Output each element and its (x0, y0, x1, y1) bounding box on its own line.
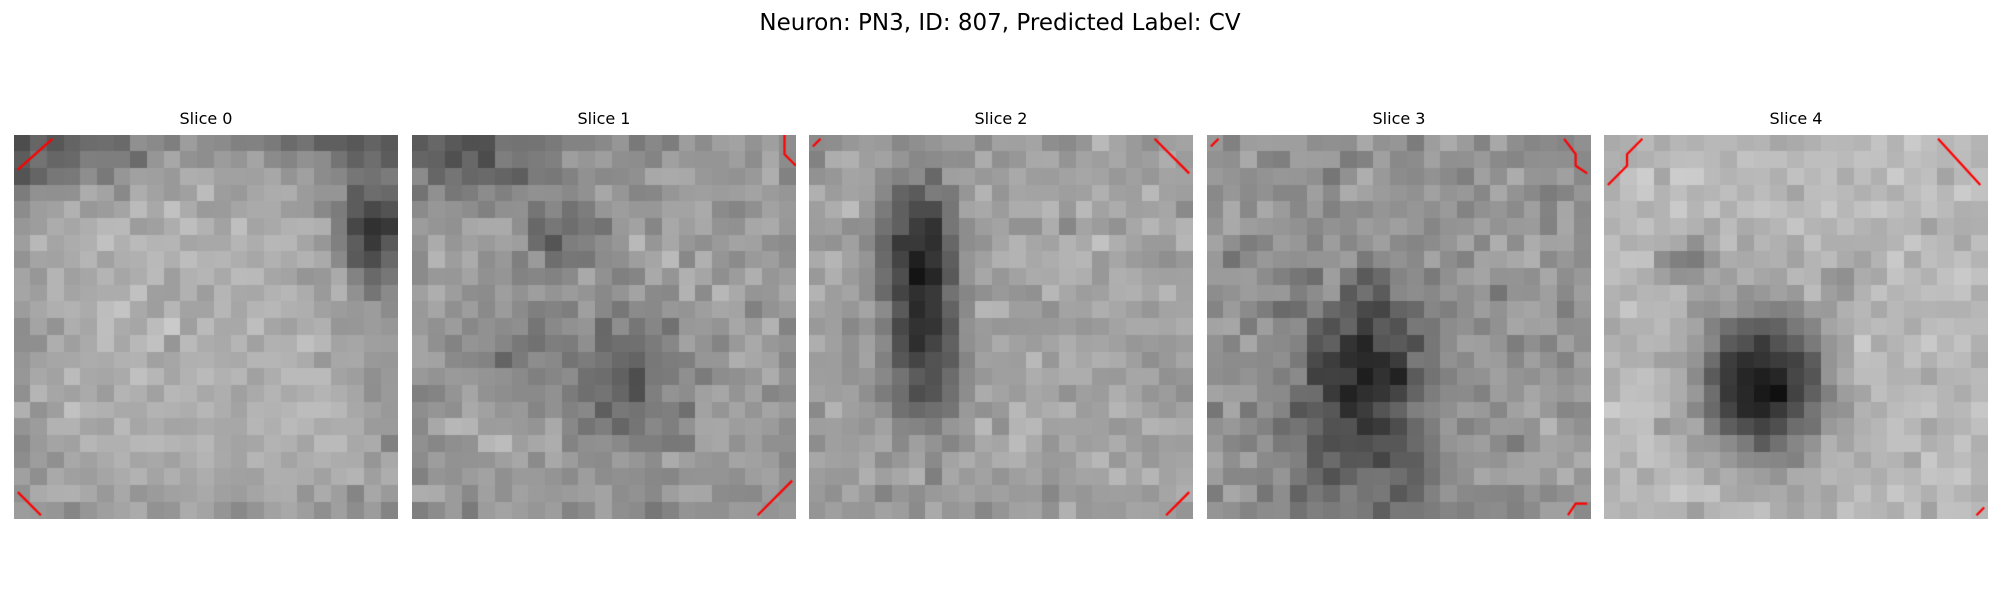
panel-title-slice-1: Slice 1 (577, 109, 631, 128)
slice-1-image (412, 135, 796, 519)
slice-0-image (14, 135, 398, 519)
slice-3-image (1207, 135, 1591, 519)
panel-title-slice-2: Slice 2 (974, 109, 1028, 128)
slice-2-image (809, 135, 1193, 519)
figure-title: Neuron: PN3, ID: 807, Predicted Label: C… (759, 10, 1241, 36)
panel-title-slice-0: Slice 0 (179, 109, 233, 128)
panel-title-slice-3: Slice 3 (1372, 109, 1426, 128)
slice-4-image (1604, 135, 1988, 519)
panel-title-slice-4: Slice 4 (1769, 109, 1823, 128)
